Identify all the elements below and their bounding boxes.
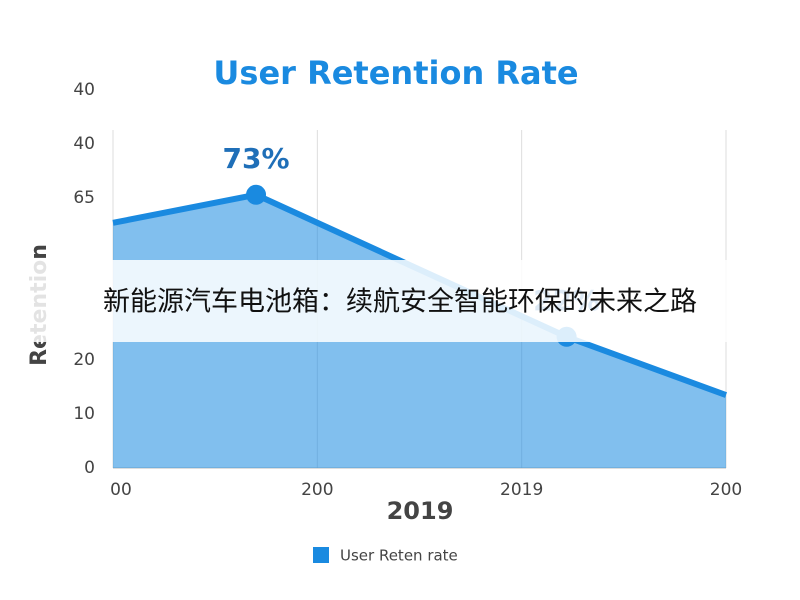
y-tick-label: 40	[73, 134, 95, 154]
x-axis-title: 2019	[387, 497, 454, 525]
annotation: 73%	[223, 142, 290, 175]
x-tick-label: 200	[710, 480, 742, 500]
x-tick-label: 200	[301, 480, 333, 500]
legend-swatch	[313, 547, 329, 563]
x-tick-label: 00	[110, 480, 132, 500]
point	[246, 184, 267, 205]
y-tick-label: 40	[73, 80, 95, 100]
y-tick-label: 65	[73, 188, 95, 208]
x-tick-label: 2019	[500, 480, 543, 500]
banner-bg	[0, 260, 800, 342]
legend-label: User Reten rate	[340, 547, 458, 565]
chart-title: User Retention Rate	[213, 54, 578, 92]
y-tick-label: 10	[73, 404, 95, 424]
y-tick-label: 20	[73, 350, 95, 370]
banner-text: 新能源汽车电池箱：续航安全智能环保的未来之路	[103, 287, 697, 318]
y-tick-label: 0	[84, 458, 95, 478]
